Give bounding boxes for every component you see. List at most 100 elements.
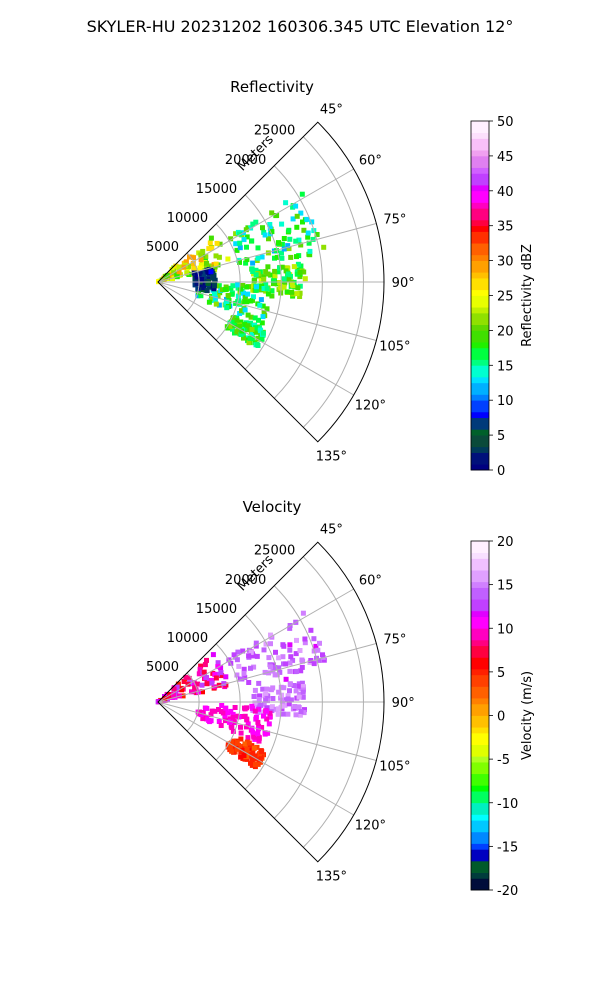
echo-gate [250, 260, 256, 266]
echo-gate [200, 689, 205, 695]
echo-gate [268, 664, 273, 670]
echo-gate [219, 703, 225, 708]
echo-gate [289, 282, 295, 288]
echo-gate [299, 664, 305, 670]
echo-gate [234, 713, 240, 719]
echo-gate [216, 719, 222, 724]
echo-gate [233, 241, 239, 247]
colorbar-swatch [471, 541, 489, 548]
colorbar-swatch [471, 703, 489, 711]
echo-gate [208, 718, 214, 724]
echo-gate [224, 305, 230, 311]
echo-gate [201, 669, 207, 675]
echo-gate [258, 297, 264, 303]
echo-gate [216, 707, 221, 712]
echo-gate [286, 246, 292, 252]
colorbar-tick-label: 0 [497, 710, 505, 725]
colorbar-swatch [471, 721, 489, 728]
colorbar-swatch [471, 248, 489, 256]
echo-gate [259, 320, 265, 326]
echo-gate [212, 291, 217, 296]
echo-gate [223, 705, 229, 711]
echo-gate [249, 331, 255, 337]
echo-gate [198, 663, 204, 669]
colorbar-swatch [471, 324, 489, 331]
azimuth-gridline [157, 701, 377, 761]
colorbar-swatch [471, 773, 489, 780]
colorbar-swatch [471, 616, 489, 623]
echo-gate [245, 721, 251, 727]
colorbar-swatch [471, 663, 489, 670]
colorbar-swatch [471, 820, 489, 827]
echo-gate [249, 762, 255, 768]
colorbar-tick-label: 35 [497, 220, 514, 235]
echo-gate [308, 627, 314, 633]
azimuth-tick-label: 120° [355, 819, 386, 834]
echo-gate [289, 289, 295, 295]
echo-gate [244, 299, 250, 305]
echo-gate [265, 291, 271, 297]
echo-gate [255, 719, 261, 725]
range-tick-label: 20000 [225, 573, 266, 588]
echo-gate [221, 681, 227, 687]
echo-gate [301, 269, 307, 275]
echo-gate [164, 272, 170, 278]
echo-gate [255, 343, 261, 348]
echo-gate [207, 263, 213, 269]
echo-gate [256, 317, 261, 323]
azimuth-gridline [157, 281, 377, 341]
echo-gate [240, 283, 246, 288]
echo-gate [183, 674, 189, 680]
echo-gate [250, 221, 256, 227]
echo-gate [285, 265, 291, 271]
echo-gate [263, 690, 269, 696]
echo-gate [297, 691, 303, 697]
echo-gate [275, 706, 281, 712]
echo-gate [257, 757, 263, 763]
echo-gate [187, 254, 192, 260]
colorbar-swatch [471, 336, 489, 343]
colorbar-swatch [471, 581, 489, 588]
echo-gate [253, 643, 259, 649]
echo-gate [212, 672, 218, 678]
colorbar-swatch [471, 394, 489, 401]
echo-gate [273, 649, 278, 655]
echo-gate [222, 287, 228, 293]
velocity-panel: Velocity 5000 10000 15000 20000 25000 45° 60° 7… [146, 498, 535, 899]
echo-gate [300, 684, 306, 689]
echo-gate [278, 695, 284, 701]
echo-gate [272, 665, 278, 670]
echo-gate [194, 272, 200, 278]
colorbar-swatch [471, 196, 489, 203]
echo-gate [230, 283, 236, 289]
echo-gate [229, 291, 235, 297]
colorbar-tick-label: 10 [497, 394, 514, 409]
echo-gate [294, 271, 300, 277]
echo-gate [261, 647, 267, 653]
echo-gate [251, 278, 257, 284]
echo-gate [191, 255, 196, 261]
echo-gate [239, 308, 244, 314]
colorbar-swatch [471, 190, 489, 198]
echo-gate [270, 662, 276, 668]
echo-region [228, 191, 327, 266]
echo-gate [276, 665, 282, 671]
echo-gate [245, 735, 251, 741]
echo-gate [302, 707, 307, 713]
echo-gate [253, 640, 259, 646]
colorbar-swatch [471, 604, 489, 612]
echo-gate [307, 248, 313, 254]
echo-gate [287, 625, 293, 631]
echo-gate [244, 756, 250, 762]
echo-gate [199, 277, 205, 282]
echo-gate [256, 738, 262, 744]
echo-gate [174, 684, 180, 690]
echo-gate [285, 693, 291, 699]
echo-gate [244, 754, 250, 760]
echo-gate [210, 652, 216, 658]
echo-gate [269, 229, 275, 235]
colorbar-swatch [471, 411, 489, 419]
echo-gate [275, 269, 281, 275]
echo-gate [281, 246, 287, 252]
colorbar-swatch [471, 564, 489, 571]
